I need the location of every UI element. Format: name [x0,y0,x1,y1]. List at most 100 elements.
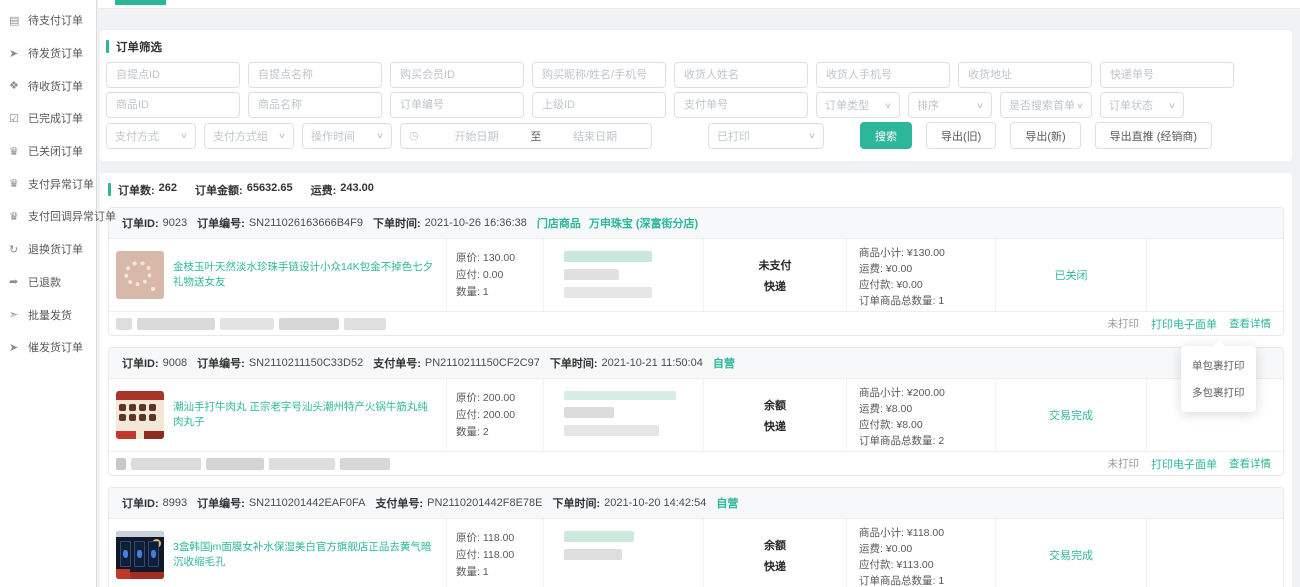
date-range-picker[interactable]: ◷ 开始日期 至 结束日期 [400,122,652,149]
pay-method-group-select[interactable]: 支付方式组 ∨ [204,122,294,149]
end-date-input[interactable]: 结束日期 [573,130,618,143]
clock-icon: ◷ [409,130,419,142]
order-card-header: 订单ID: 8993 订单编号: SN2110201442EAF0FA 支付单号: P… [109,488,1283,519]
shipping-total-label: 运费: [310,184,337,197]
pickup-point-id-input[interactable] [106,62,240,88]
product-image [116,251,164,299]
sidebar-item-return-exchange[interactable]: ↻ 退换货订单 [0,233,96,266]
select-placeholder: 排序 [917,100,939,112]
chevron-down-icon: ∨ [277,131,287,140]
product-name-link[interactable]: 金枝玉叶天然淡水珍珠手链设计小众14K包金不掉色七夕礼物送女友 [173,261,434,288]
chevron-down-icon: ∨ [807,131,817,140]
order-sn-input[interactable] [390,92,524,118]
chevron-down-icon: ∨ [975,100,985,110]
not-printed-label: 未打印 [1107,318,1140,330]
sidebar-item-label: 支付异常订单 [28,178,94,191]
trophy-icon: ♛ [9,210,19,223]
order-state: 交易完成 [1049,550,1093,562]
wallet-card-icon: ▤ [9,14,20,27]
pay-status: 未支付 [758,259,792,272]
select-placeholder: 操作时间 [311,130,355,143]
self-operated-tag: 自营 [712,358,735,370]
sidebar-item-pending-shipment[interactable]: ➤ 待发货订单 [0,37,96,70]
shipping-total-value: 243.00 [340,181,374,194]
receiver-address-input[interactable] [958,62,1092,88]
view-detail-link[interactable]: 查看详情 [1229,318,1271,330]
product-image [116,391,164,439]
sidebar-item-label: 已关闭订单 [28,146,83,159]
printed-status-select[interactable]: 已打印 ∨ [708,122,824,149]
sidebar-item-label: 退换货订单 [28,244,83,257]
view-detail-link[interactable]: 查看详情 [1229,458,1271,470]
export-new-button[interactable]: 导出(新) [1010,122,1081,149]
order-card-header: 订单ID: 9008 订单编号: SN2110211150C33D52 支付单号: P… [109,348,1283,379]
receiver-name-input[interactable] [674,62,808,88]
search-button[interactable]: 搜索 [860,122,912,149]
tracking-number-input[interactable] [1100,62,1234,88]
filter-panel: 订单筛选 订单类型 ∨ 排序 ∨ [100,30,1292,161]
share-arrow-icon: ➦ [9,276,19,289]
delivery-method: 快递 [764,560,786,573]
sidebar-item-refunded[interactable]: ➦ 已退款 [0,266,96,299]
sidebar-item-pending-receipt[interactable]: ❖ 待收货订单 [0,69,96,102]
sidebar-item-label: 支付回调异常订单 [28,211,116,224]
operate-time-select[interactable]: 操作时间 ∨ [302,122,392,149]
print-electronic-sheet-link[interactable]: 打印电子面单 [1151,318,1217,331]
sidebar-item-callback-abnormal[interactable]: ♛ 支付回调异常订单 [0,200,116,233]
order-status-select[interactable]: 订单状态 ∨ [1100,92,1184,118]
sidebar-item-batch-shipment[interactable]: ➣ 批量发货 [0,298,96,331]
active-tab-indicator[interactable] [115,0,166,5]
product-name-link[interactable]: 潮汕手打牛肉丸 正宗老字号汕头潮州特产火锅牛筋丸纯肉丸子 [173,401,428,428]
pickup-point-name-input[interactable] [248,62,382,88]
sidebar-item-urge-shipment[interactable]: ➤ 催发货订单 [0,331,96,364]
sidebar-item-completed[interactable]: ☑ 已完成订单 [0,102,96,135]
sidebar-item-payment-abnormal[interactable]: ♛ 支付异常订单 [0,167,96,200]
order-card: 订单ID: 9023 订单编号: SN211026163666B4F9 下单时间: 2… [108,207,1284,336]
order-card-header: 订单ID: 9023 订单编号: SN211026163666B4F9 下单时间: 2… [109,208,1283,239]
not-printed-label: 未打印 [1107,458,1140,470]
sidebar-item-closed[interactable]: ♛ 已关闭订单 [0,135,96,168]
date-range-separator: 至 [530,130,542,143]
order-type-select[interactable]: 订单类型 ∨ [816,92,900,118]
order-card: 订单ID: 9008 订单编号: SN2110211150C33D52 支付单号: P… [108,347,1284,476]
chevron-down-icon: ∨ [375,131,385,140]
sidebar-item-label: 已退款 [28,276,61,289]
buyer-member-id-input[interactable] [390,62,524,88]
main-content: 订单筛选 订单类型 ∨ 排序 ∨ [98,0,1300,587]
multi-package-print-item[interactable]: 多包裹打印 [1192,387,1245,399]
select-placeholder: 已打印 [717,130,750,143]
parent-id-input[interactable] [532,92,666,118]
first-order-select[interactable]: 是否搜索首单 ∨ [1000,92,1092,118]
pay-status: 余额 [764,399,786,412]
tab-bar [98,0,1300,9]
filter-title: 订单筛选 [106,40,1286,54]
product-image [116,531,164,579]
export-direct-button[interactable]: 导出直推 (经销商) [1094,122,1213,149]
package-icon: ❖ [9,80,19,93]
receiver-phone-input[interactable] [816,62,950,88]
single-package-print-item[interactable]: 单包裹打印 [1192,360,1245,372]
trophy-icon: ♛ [9,178,19,191]
address-redacted [116,457,390,470]
sort-select[interactable]: 排序 ∨ [908,92,992,118]
order-state: 交易完成 [1049,410,1093,422]
buyer-nickname-input[interactable] [532,62,666,88]
chevron-down-icon: ∨ [1075,100,1085,110]
chevron-down-icon: ∨ [1167,100,1177,110]
payment-sn-input[interactable] [674,92,808,118]
store-name-link[interactable]: 万申珠宝 (深富街分店) [588,218,699,230]
start-date-input[interactable]: 开始日期 [454,130,499,143]
product-name-link[interactable]: 3盒韩国jm面膜女补水保湿美白官方旗舰店正品去黄气暗沉收缩毛孔 [173,541,432,568]
pay-method-select[interactable]: 支付方式 ∨ [106,122,196,149]
export-old-button[interactable]: 导出(旧) [926,122,997,149]
store-goods-tag: 门店商品 [536,218,581,230]
sidebar-item-pending-payment[interactable]: ▤ 待支付订单 [0,4,96,37]
chevron-down-icon: ∨ [883,100,893,110]
truck-icon: ➤ [9,341,19,354]
chevron-down-icon: ∨ [179,131,189,140]
order-amount-label: 订单金额: [195,184,243,197]
goods-name-input[interactable] [248,92,382,118]
goods-id-input[interactable] [106,92,240,118]
select-placeholder: 订单状态 [1109,100,1153,112]
print-electronic-sheet-link[interactable]: 打印电子面单 [1151,458,1217,471]
